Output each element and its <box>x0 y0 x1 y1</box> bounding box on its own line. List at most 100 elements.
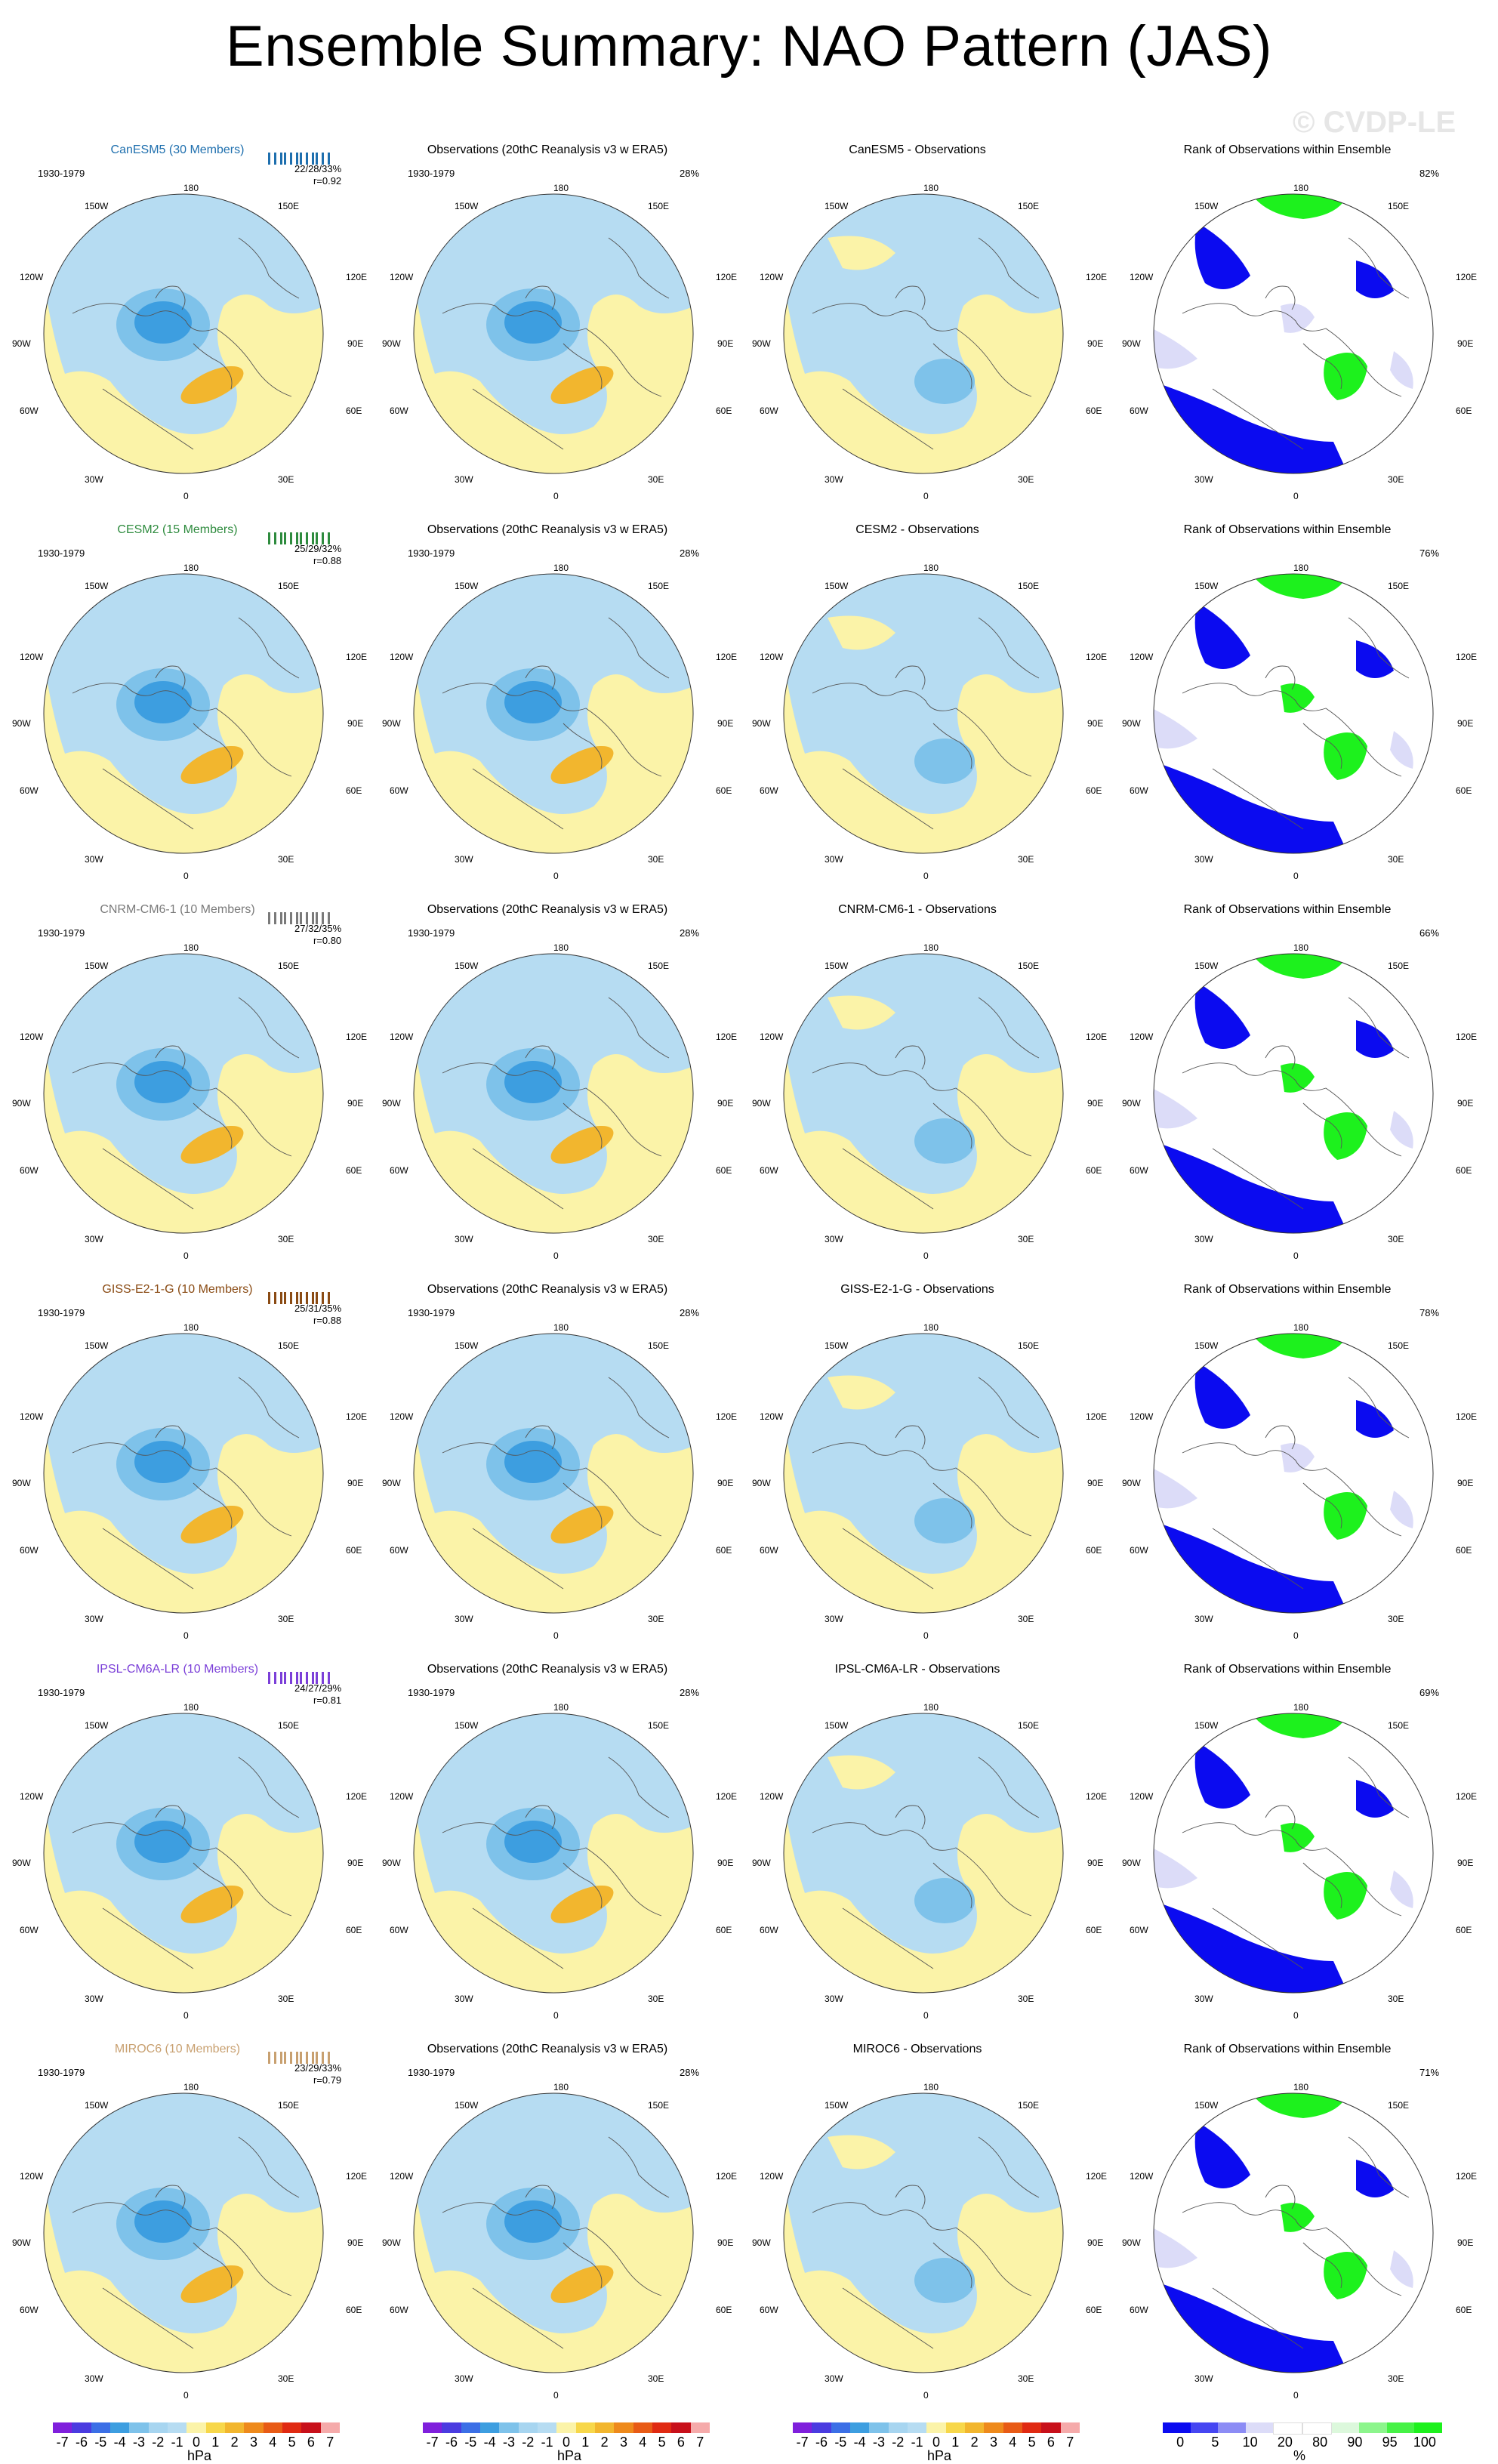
member-tick <box>306 153 308 165</box>
negative-anomaly-center <box>504 1441 562 1483</box>
longitude-label: 90W <box>1122 1098 1141 1109</box>
longitude-label: 30W <box>825 1994 843 2004</box>
colorbar-tick-label: -7 <box>796 2435 809 2450</box>
diff-map-svg <box>783 193 1064 474</box>
rank-blue-region <box>1356 2160 1394 2197</box>
rank-green-region <box>1281 1823 1315 1852</box>
colorbar-swatch <box>1245 2422 1274 2433</box>
member-tick <box>300 1292 302 1304</box>
member-tick <box>296 532 298 544</box>
rank-percent: 71% <box>1419 2067 1440 2078</box>
negative-anomaly-core <box>914 359 975 404</box>
longitude-label: 90E <box>1087 2237 1104 2248</box>
longitude-label: 0 <box>1293 1630 1299 1641</box>
member-tick <box>300 153 302 165</box>
model-map <box>42 193 325 475</box>
difference-title: IPSL-CM6A-LR - Observations <box>834 1663 1000 1676</box>
longitude-label: 30W <box>825 1234 843 1244</box>
longitude-label: 30W <box>85 1234 103 1244</box>
coastlines <box>1182 997 1410 1210</box>
colorbar-tick-label: 5 <box>1211 2435 1219 2450</box>
model-map-svg <box>43 1333 324 1614</box>
longitude-label: 30E <box>1388 1614 1404 1624</box>
member-tick <box>316 1292 318 1304</box>
model-title: CNRM-CM6-1 (10 Members) <box>100 903 255 916</box>
colorbar-swatch <box>1003 2422 1022 2433</box>
model-map <box>42 1712 325 1994</box>
colorbar-swatch <box>614 2422 633 2433</box>
longitude-label: 0 <box>553 491 559 501</box>
longitude-label: 120W <box>760 1791 784 1802</box>
member-tick <box>284 2052 286 2064</box>
longitude-label: 30E <box>648 1614 664 1624</box>
member-ticks <box>268 1292 344 1304</box>
member-tick <box>268 1292 270 1304</box>
member-tick <box>280 1672 282 1684</box>
period-label: 1930-1979 <box>38 927 85 939</box>
map-boundary <box>413 573 694 854</box>
longitude-label: 30E <box>648 854 664 865</box>
member-tick <box>280 532 282 544</box>
diff-map-svg <box>783 1713 1064 1994</box>
period-label: 1930-1979 <box>38 1307 85 1318</box>
colorbar-tick-label: 5 <box>1028 2435 1036 2450</box>
member-tick <box>306 2052 308 2064</box>
longitude-label: 90E <box>1457 1858 1474 1868</box>
longitude-label: 150W <box>455 581 479 591</box>
negative-anomaly-center <box>504 1061 562 1103</box>
member-tick <box>306 532 308 544</box>
rank-panel: Rank of Observations within Ensemble 71% 1… <box>1110 2020 1477 2401</box>
longitude-label: 30W <box>85 1994 103 2004</box>
coastlines <box>72 1377 300 1590</box>
member-ticks <box>268 912 344 924</box>
longitude-label: 120W <box>760 1411 784 1422</box>
member-tick <box>316 912 318 924</box>
longitude-label: 30W <box>1194 1614 1213 1624</box>
colorbar-swatch <box>301 2422 321 2433</box>
obs-map <box>412 572 695 855</box>
longitude-label: 150E <box>1388 201 1410 211</box>
difference-title: MIROC6 - Observations <box>852 2043 982 2055</box>
stats-correlation: r=0.92 <box>313 175 342 187</box>
map-boundary <box>43 1713 324 1994</box>
longitude-label: 180 <box>1293 1702 1309 1713</box>
longitude-label: 60E <box>1456 1165 1472 1176</box>
colorbar-swatch <box>518 2422 538 2433</box>
coastlines <box>812 617 1040 830</box>
longitude-label: 60E <box>1456 406 1472 416</box>
colorbar-swatch <box>1273 2422 1302 2435</box>
longitude-label: 60E <box>346 1165 362 1176</box>
member-tick <box>274 2052 276 2064</box>
rank-green-region <box>1281 304 1315 333</box>
map-boundary <box>1153 1713 1434 1994</box>
longitude-label: 150E <box>278 1720 300 1731</box>
member-tick <box>312 1292 314 1304</box>
longitude-label: 90W <box>382 338 401 349</box>
difference-panel: CESM2 - Observations 180 150W 150E 120W 120E 9… <box>740 501 1107 881</box>
rank-green-region <box>1250 954 1349 979</box>
coastlines <box>442 1377 670 1590</box>
colorbar-tick-label: 7 <box>1066 2435 1074 2450</box>
longitude-label: 150W <box>825 961 849 971</box>
model-row: MIROC6 (10 Members) 1930-1979 23/29/33% r=0… <box>0 2020 1498 2401</box>
colorbar-swatch <box>945 2422 965 2433</box>
member-tick <box>284 532 286 544</box>
model-map-svg <box>43 1713 324 1994</box>
longitude-label: 30E <box>278 854 294 865</box>
colorbar-swatch <box>423 2422 442 2433</box>
map-boundary <box>43 573 324 854</box>
period-label: 1930-1979 <box>408 2067 455 2078</box>
member-tick <box>322 153 324 165</box>
colorbar-swatch <box>556 2422 576 2433</box>
longitude-label: 60W <box>760 2305 778 2315</box>
longitude-label: 90W <box>752 338 771 349</box>
longitude-label: 120E <box>1456 272 1478 282</box>
longitude-label: 180 <box>1293 563 1309 573</box>
model-title: GISS-E2-1-G (10 Members) <box>102 1283 253 1296</box>
stats-percent: 25/29/32% <box>294 543 342 554</box>
member-tick <box>284 912 286 924</box>
longitude-label: 60E <box>716 1165 732 1176</box>
member-tick <box>296 1672 298 1684</box>
longitude-label: 120W <box>390 652 414 662</box>
coastlines <box>812 997 1040 1210</box>
